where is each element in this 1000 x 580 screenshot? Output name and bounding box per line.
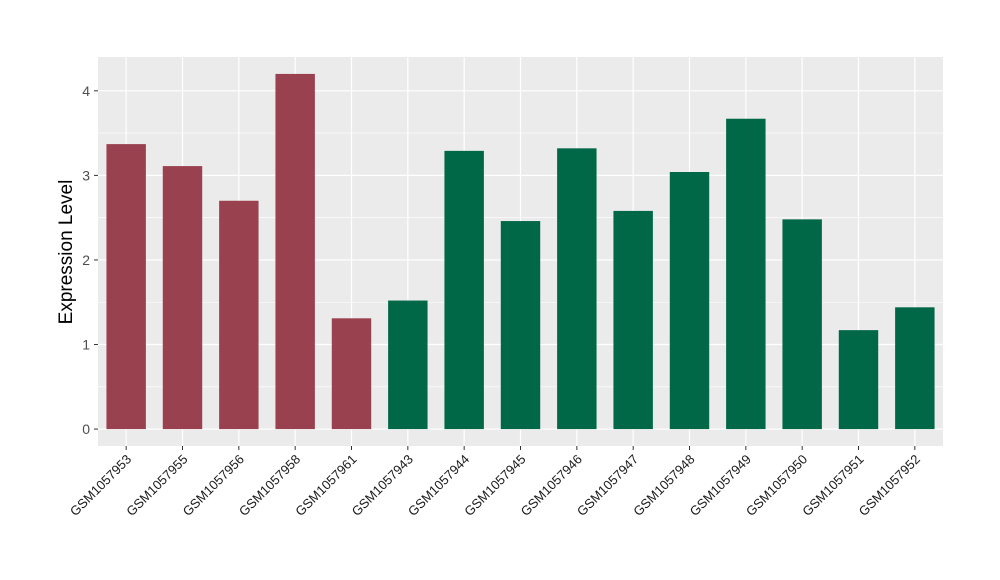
y-tick-label: 2 (82, 252, 90, 268)
y-tick-label: 1 (82, 337, 90, 353)
bar-GSM1057953 (106, 144, 146, 430)
y-axis-title: Expression Level (56, 180, 77, 325)
y-tick-label: 0 (82, 421, 90, 437)
y-tick-label: 3 (82, 167, 90, 183)
bar-GSM1057950 (782, 219, 822, 430)
bar-GSM1057947 (613, 210, 653, 430)
bar-GSM1057945 (500, 221, 541, 430)
bars (106, 73, 935, 430)
x-axis: GSM1057953GSM1057955GSM1057956GSM1057958… (67, 446, 923, 519)
bar-GSM1057952 (895, 307, 935, 430)
bar-GSM1057958 (275, 73, 315, 430)
bar-GSM1057955 (162, 166, 203, 430)
y-axis: 0 1 2 3 4 (82, 83, 98, 437)
bar-GSM1057949 (726, 118, 766, 430)
bar-GSM1057948 (669, 172, 710, 430)
bar-GSM1057951 (838, 330, 879, 430)
y-tick-label: 4 (82, 83, 90, 99)
bar-GSM1057943 (388, 300, 428, 430)
bar-GSM1057944 (444, 150, 484, 430)
bar-GSM1057961 (331, 318, 372, 430)
bar-GSM1057956 (219, 200, 259, 430)
bar-GSM1057946 (557, 148, 597, 430)
